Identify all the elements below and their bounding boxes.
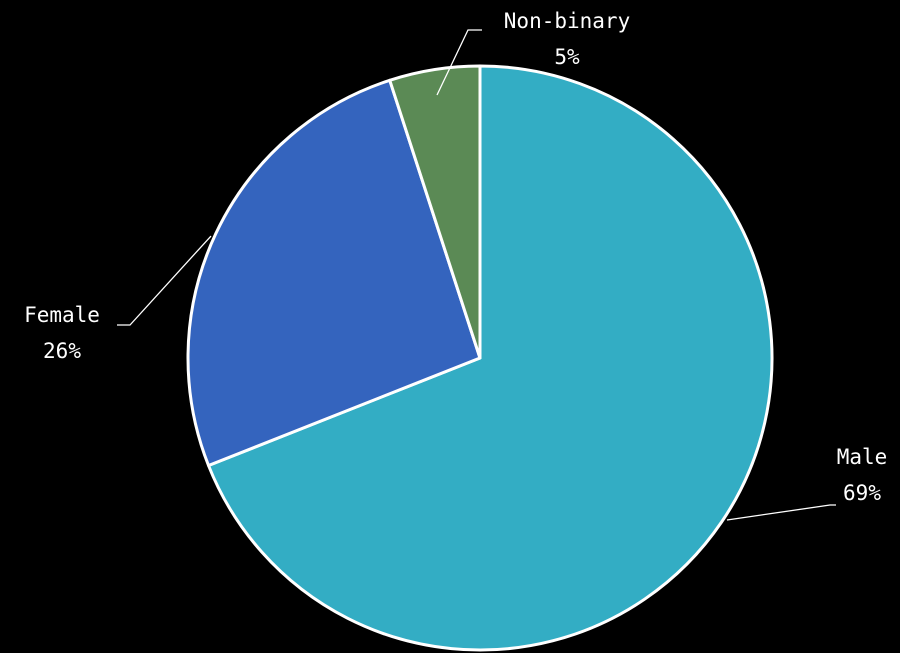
slice-value-label: 69%: [843, 481, 881, 505]
pie-slice: [207, 64, 774, 652]
slice-label: Female: [24, 303, 100, 327]
leader-line: [436, 29, 482, 96]
leader-line: [117, 235, 212, 326]
slice-label: Non-binary: [504, 9, 630, 33]
pie-slice: [388, 64, 482, 360]
leader-line: [726, 504, 836, 521]
pie-slice: [186, 78, 482, 467]
slice-value-label: 5%: [554, 45, 580, 69]
slice-value-label: 26%: [43, 339, 81, 363]
slice-label: Male: [837, 445, 888, 469]
